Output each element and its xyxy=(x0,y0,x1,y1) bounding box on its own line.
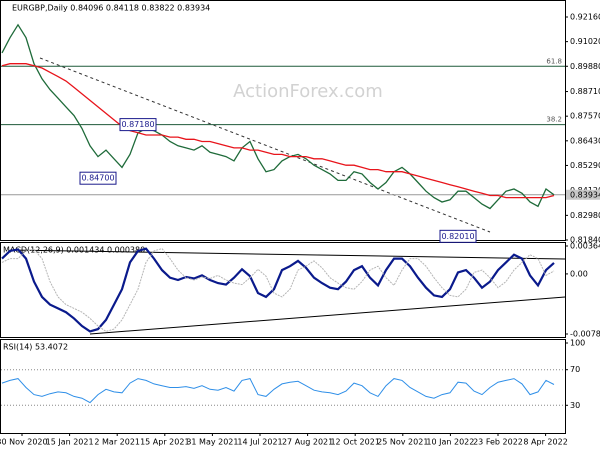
y-tick-label: 0.81840 xyxy=(570,236,600,245)
trend-line xyxy=(9,249,566,260)
y-tick-label: 0.88710 xyxy=(570,87,600,96)
series-line xyxy=(1,247,555,333)
y-tick-label: 0.00 xyxy=(570,269,588,278)
y-tick-label: 30 xyxy=(570,401,580,410)
panel-title: RSI(14) 53.4072 xyxy=(3,343,68,352)
y-tick-label: 0.82980 xyxy=(570,211,600,220)
x-tick-label: 15 Jan 2021 xyxy=(46,438,94,447)
x-tick-label: 8 Apr 2022 xyxy=(523,438,567,447)
annotation-box xyxy=(439,229,477,243)
panel-title: MACD(12,26,9) 0.001434 0.000380 xyxy=(3,246,145,255)
rsi-panel xyxy=(0,339,566,434)
x-tick-label: 27 Aug 2021 xyxy=(282,438,333,447)
price-panel xyxy=(0,0,566,241)
annotation-box xyxy=(79,171,117,185)
series-line xyxy=(1,248,555,332)
x-tick-label: 14 Jul 2021 xyxy=(237,438,282,447)
y-tick-label: 0.89880 xyxy=(570,62,600,71)
series-line xyxy=(1,63,555,199)
chart-title: EURGBP,Daily 0.84096 0.84118 0.83822 0.8… xyxy=(12,4,210,13)
y-tick-label: 0.91020 xyxy=(570,37,600,46)
y-tick-label: 70 xyxy=(570,365,580,374)
annotation-label: 0.87180 xyxy=(121,120,154,129)
fib-label: 38.2 xyxy=(546,116,562,124)
x-tick-label: 12 Oct 2021 xyxy=(330,438,379,447)
trend-line xyxy=(39,57,491,233)
x-tick-label: 31 May 2021 xyxy=(186,438,238,447)
y-tick-label: 100 xyxy=(570,339,585,348)
x-tick-label: 30 Nov 2020 xyxy=(0,438,48,447)
macd-panel xyxy=(0,242,566,338)
series-line xyxy=(1,23,555,210)
x-tick-label: 15 Apr 2021 xyxy=(140,438,189,447)
annotation-label: 0.84700 xyxy=(81,174,114,183)
last-price-box xyxy=(566,189,600,200)
y-tick-label: 0.003641 xyxy=(570,242,600,251)
annotation-box xyxy=(119,118,157,132)
y-tick-label: 0.85290 xyxy=(570,161,600,170)
y-tick-label: 0.92160 xyxy=(570,12,600,21)
y-tick-label: 0.87570 xyxy=(570,112,600,121)
trend-line xyxy=(89,296,566,335)
y-tick-label: 0.86430 xyxy=(570,136,600,145)
x-tick-label: 23 Feb 2022 xyxy=(473,438,523,447)
y-tick-label: -0.007839 xyxy=(570,330,600,339)
watermark: ActionForex.com xyxy=(233,81,383,102)
x-tick-label: 25 Nov 2021 xyxy=(377,438,428,447)
annotation-label: 0.82010 xyxy=(441,232,474,241)
fib-label: 61.8 xyxy=(546,57,562,65)
series-line xyxy=(1,378,555,404)
x-tick-label: 2 Mar 2021 xyxy=(94,438,140,447)
last-price-label: 0.83934 xyxy=(570,190,600,199)
x-tick-label: 10 Jan 2022 xyxy=(426,438,474,447)
